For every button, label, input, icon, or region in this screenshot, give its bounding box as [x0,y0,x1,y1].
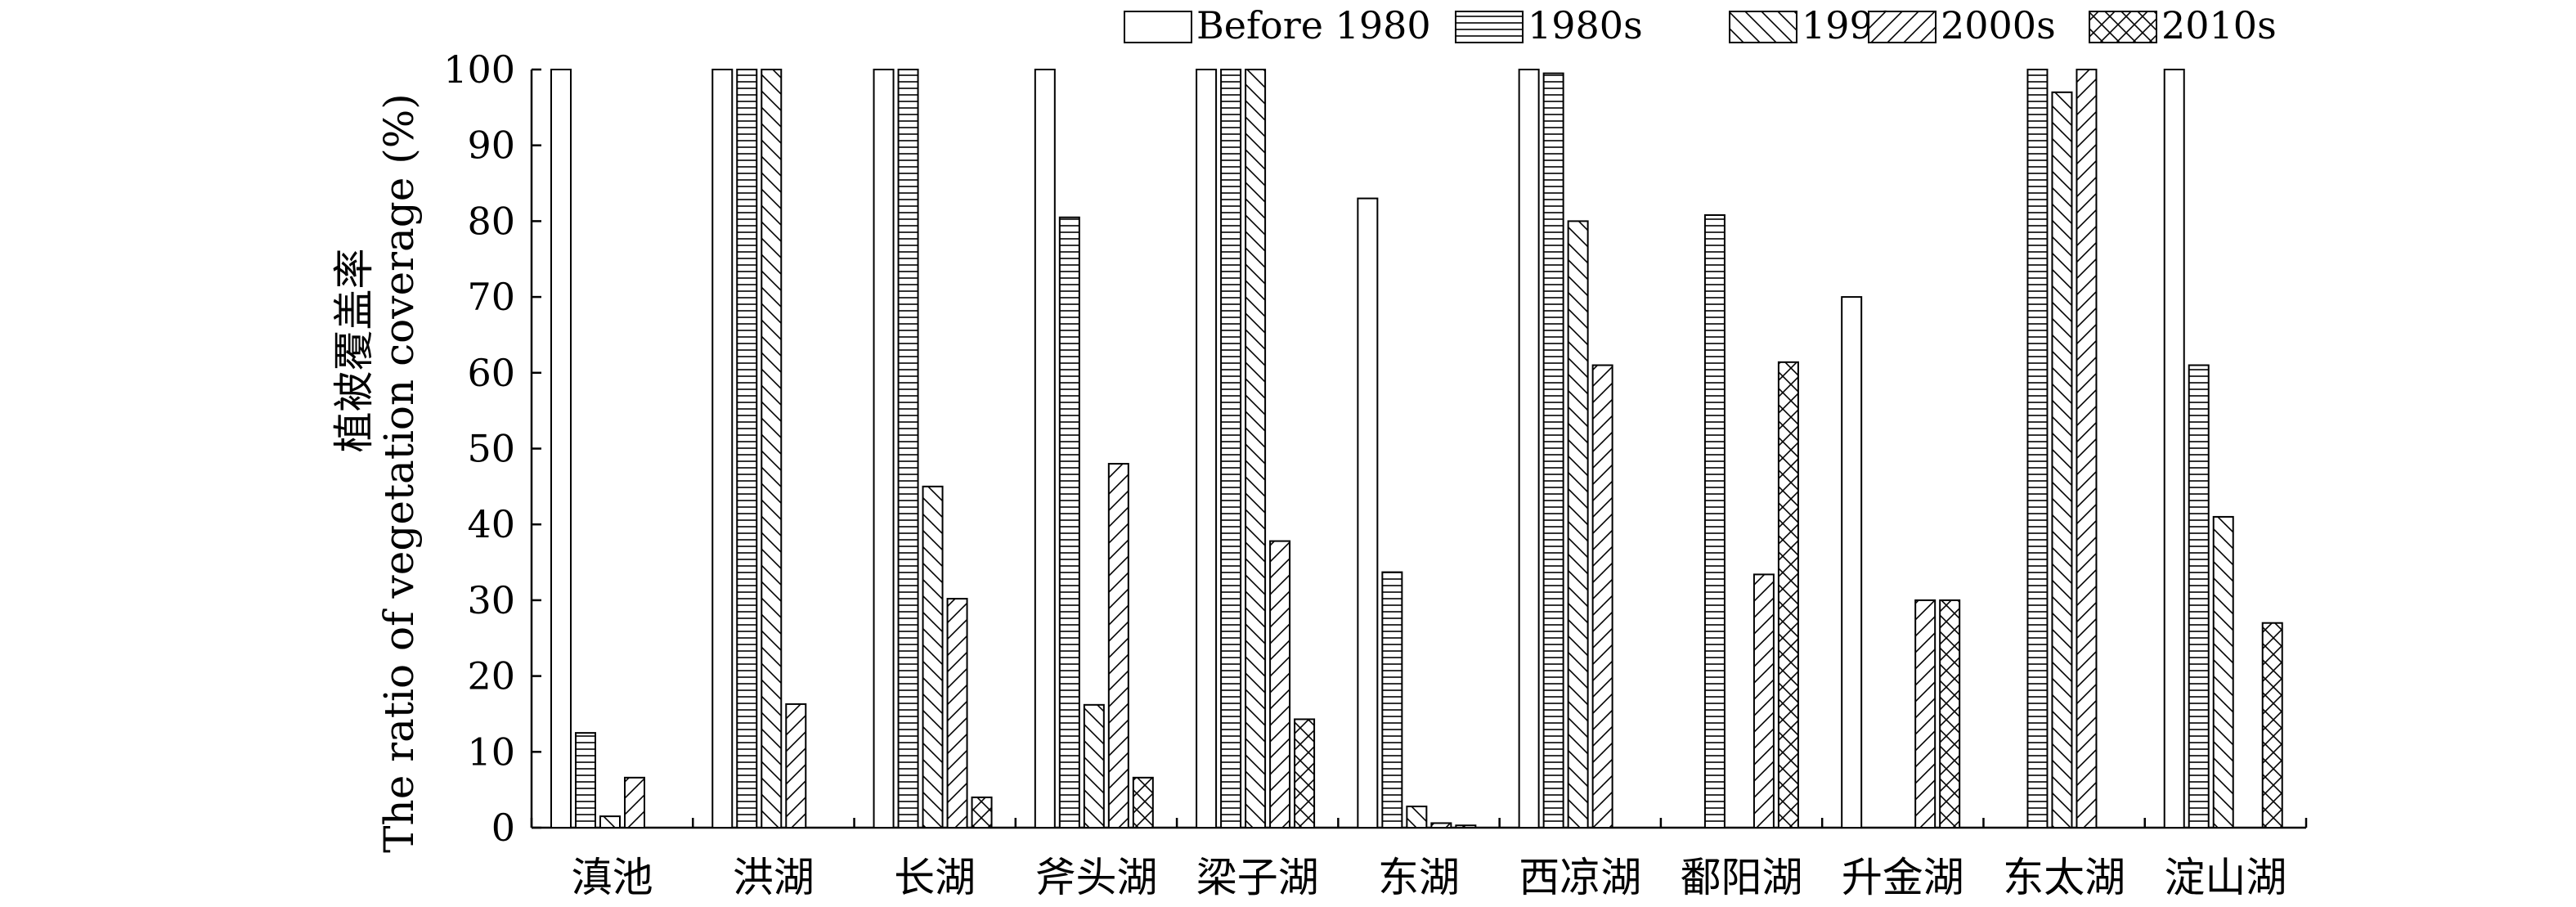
legend-swatch [1729,11,1797,43]
legend-item: 2000s [1868,3,2056,47]
legend-label: 2010s [2161,3,2277,47]
bar-1990s-3 [1083,703,1105,828]
bar-before-1980-8 [1841,296,1863,829]
y-tick-label: 60 [467,351,515,395]
category-label: 滇池 [572,854,653,901]
bar-2010s-7 [1777,361,1799,828]
bar-2000s-8 [1914,599,1936,829]
bar-2010s-5 [1455,824,1477,828]
y-tick-label: 10 [467,730,515,774]
category-label: 西凉湖 [1519,854,1641,901]
legend-swatch [2089,11,2157,43]
bar-1990s-4 [1245,69,1267,828]
bar-1990s-1 [761,69,783,828]
category-label: 梁子湖 [1196,854,1319,901]
legend-swatch [1455,11,1524,43]
y-axis-title-english: The ratio of vegetation coverage (%) [375,93,423,853]
bar-1980s-2 [897,69,919,828]
y-tick-label: 40 [467,502,515,546]
legend-swatch [1124,11,1192,43]
category-labels: 滇池 洪湖 长湖 斧头湖 梁子湖 东湖 西凉湖 鄱阳湖 升金湖 东太湖 淀山湖 [572,854,2287,901]
y-tick-label: 100 [443,47,515,92]
bar-1980s-4 [1220,69,1242,828]
bar-1980s-3 [1058,216,1080,828]
bar-2010s-10 [2261,622,2283,829]
bar-2000s-6 [1591,364,1613,828]
bar-2000s-9 [2076,69,2098,828]
bar-before-1980-10 [2163,69,2185,828]
bars [550,69,2283,829]
bar-before-1980-3 [1034,69,1056,828]
y-tick-label: 50 [467,427,515,471]
bar-before-1980-0 [550,69,572,828]
category-label: 洪湖 [733,854,815,901]
bar-1990s-9 [2051,91,2073,828]
bar-1980s-5 [1381,571,1403,828]
y-tick-label: 30 [467,578,515,622]
bar-2000s-3 [1107,463,1129,828]
bar-2010s-3 [1132,776,1154,828]
legend-item: 2010s [2089,3,2277,47]
legend: Before 1980 1980s 1990s 2000s 2010s [1124,3,2277,47]
bar-2010s-2 [971,796,993,828]
bar-2010s-4 [1294,718,1316,829]
bar-1980s-6 [1542,72,1564,828]
legend-label: Before 1980 [1196,3,1431,47]
y-axis: 0 10 20 30 40 50 60 70 80 90 100 [443,47,541,850]
category-label: 升金湖 [1842,854,1964,901]
bar-1990s-5 [1406,806,1428,829]
bar-before-1980-6 [1518,69,1540,828]
legend-item: 1980s [1455,3,1643,47]
bar-1980s-10 [2188,364,2210,828]
bar-2000s-4 [1269,540,1291,828]
bar-1990s-2 [922,485,944,828]
bar-2000s-1 [785,703,807,828]
legend-item: Before 1980 [1124,3,1431,47]
y-axis-title: 植被覆盖率 The ratio of vegetation coverage (… [330,93,423,853]
y-tick-label: 20 [467,654,515,698]
bar-before-1980-5 [1357,197,1379,828]
bar-2010s-8 [1939,599,1961,829]
bar-2000s-2 [946,598,968,829]
bar-2000s-5 [1430,822,1452,828]
bar-1980s-9 [2026,69,2049,828]
bar-1990s-0 [599,815,621,828]
y-tick-label: 70 [467,275,515,319]
category-label: 东湖 [1378,854,1460,901]
y-tick-label: 90 [467,123,515,168]
bar-1980s-1 [736,69,758,828]
bar-before-1980-1 [711,69,734,828]
category-label: 鄱阳湖 [1681,854,1803,901]
bar-1990s-10 [2212,515,2234,828]
legend-label: 2000s [1941,3,2056,47]
category-label: 长湖 [894,854,976,901]
category-label: 斧头湖 [1034,854,1157,901]
y-tick-label: 80 [467,199,515,243]
bar-before-1980-2 [873,69,895,828]
legend-swatch [1868,11,1936,43]
bar-1980s-7 [1703,213,1726,828]
y-tick-label: 0 [491,806,515,850]
bar-1990s-6 [1567,220,1589,828]
legend-label: 1980s [1528,3,1643,47]
bar-2000s-7 [1752,573,1775,829]
y-axis-title-chinese: 植被覆盖率 [330,249,378,453]
bar-2000s-0 [624,776,645,828]
bar-before-1980-4 [1196,69,1218,828]
bar-1980s-0 [575,732,596,828]
category-label: 东太湖 [2003,854,2125,901]
category-label: 淀山湖 [2164,854,2287,901]
